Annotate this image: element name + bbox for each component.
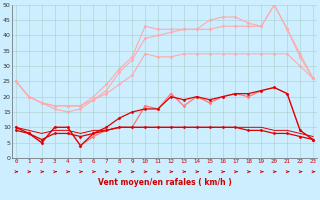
X-axis label: Vent moyen/en rafales ( km/h ): Vent moyen/en rafales ( km/h ): [98, 178, 231, 187]
